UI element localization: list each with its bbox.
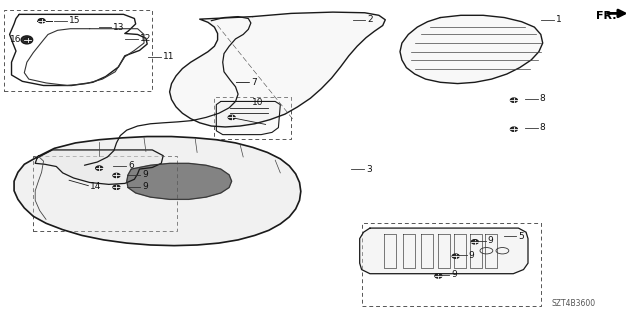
Ellipse shape	[510, 127, 518, 131]
Ellipse shape	[471, 240, 479, 244]
Text: 6: 6	[128, 161, 134, 170]
Ellipse shape	[510, 98, 518, 102]
Text: 14: 14	[90, 182, 101, 191]
Bar	[362, 223, 541, 306]
Ellipse shape	[228, 115, 236, 120]
Polygon shape	[400, 15, 543, 84]
Ellipse shape	[38, 19, 45, 23]
Text: 8: 8	[540, 123, 545, 132]
Text: 1: 1	[556, 15, 561, 24]
Text: 5: 5	[518, 232, 524, 241]
Bar	[4, 10, 152, 91]
Text: 11: 11	[163, 52, 174, 61]
Text: 2: 2	[367, 15, 373, 24]
Ellipse shape	[435, 274, 442, 278]
Text: 13: 13	[113, 23, 125, 32]
Text: 9: 9	[451, 271, 457, 279]
Ellipse shape	[24, 38, 31, 42]
Text: 9: 9	[142, 170, 148, 179]
Text: 7: 7	[251, 78, 257, 87]
Polygon shape	[170, 12, 385, 127]
Text: 9: 9	[468, 251, 474, 260]
Ellipse shape	[452, 254, 460, 258]
Text: 9: 9	[142, 182, 148, 191]
Text: 3: 3	[366, 165, 372, 174]
Text: 16: 16	[10, 35, 22, 44]
Text: 10: 10	[252, 98, 264, 107]
Polygon shape	[360, 228, 528, 274]
Text: 12: 12	[140, 34, 151, 43]
Polygon shape	[14, 137, 301, 246]
Bar	[214, 97, 291, 139]
Bar	[33, 156, 177, 231]
Polygon shape	[35, 150, 163, 184]
Ellipse shape	[113, 185, 120, 189]
Text: 9: 9	[488, 236, 493, 245]
Polygon shape	[127, 163, 232, 199]
Ellipse shape	[95, 166, 103, 170]
Polygon shape	[216, 101, 280, 135]
Text: 8: 8	[540, 94, 545, 103]
Text: FR.: FR.	[596, 11, 617, 20]
Text: SZT4B3600: SZT4B3600	[552, 299, 596, 308]
Text: 15: 15	[69, 16, 81, 25]
Ellipse shape	[21, 36, 33, 44]
Ellipse shape	[113, 173, 120, 178]
